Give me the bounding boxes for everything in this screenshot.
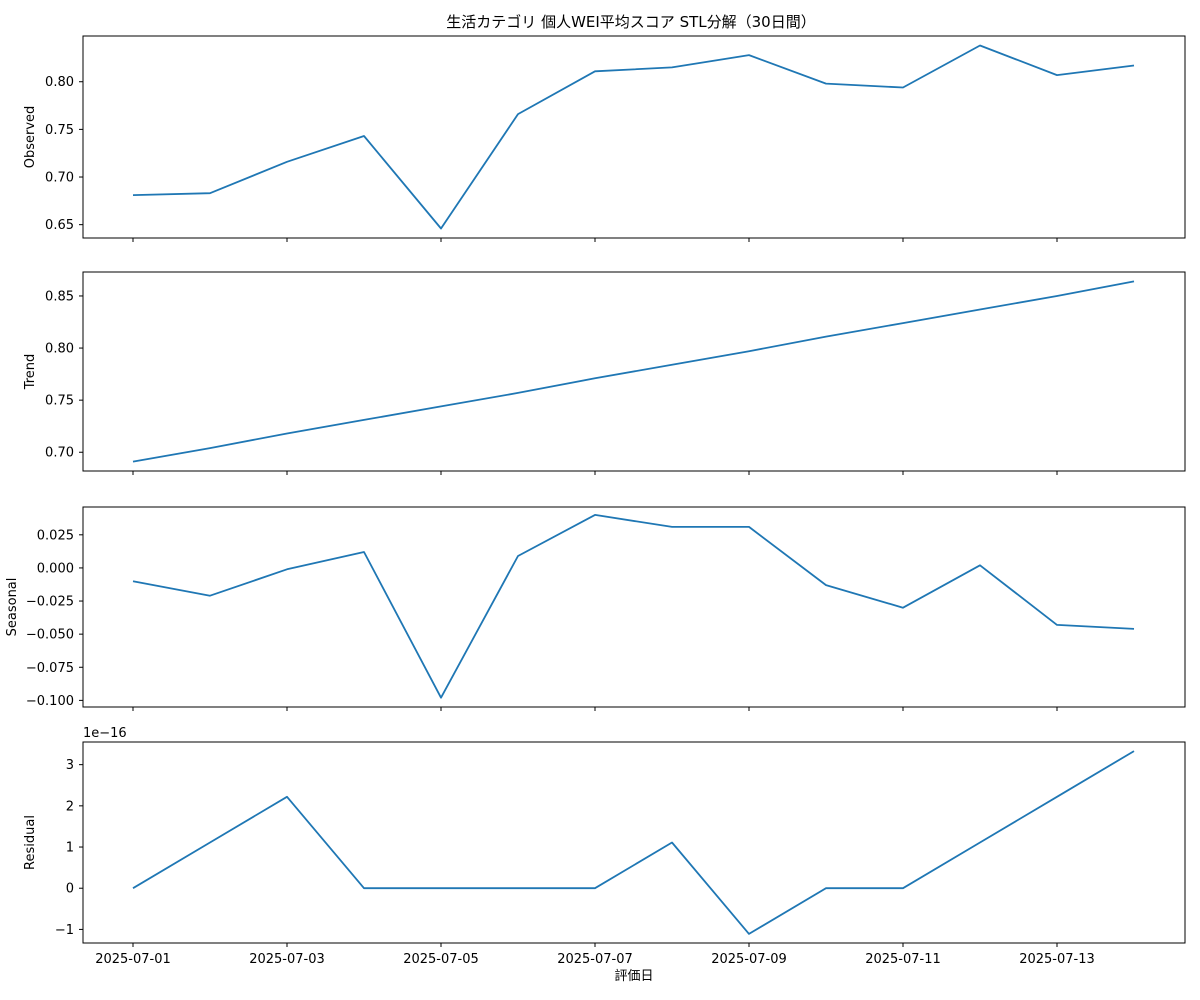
seasonal-y-tick-label: 0.025 — [37, 528, 74, 543]
x-tick-label: 2025-07-03 — [249, 952, 325, 967]
residual-plot-frame — [82, 741, 1186, 944]
observed-plot-frame — [82, 35, 1186, 239]
x-tick-label: 2025-07-09 — [711, 952, 787, 967]
residual-y-tick-label: −1 — [55, 923, 74, 938]
residual-y-axis-label: Residual — [23, 815, 38, 870]
x-tick-label: 2025-07-01 — [95, 952, 171, 967]
residual-y-tick-label: 2 — [66, 799, 74, 814]
residual-y-tick-label: 1 — [66, 841, 74, 856]
residual-offset-label: 1e−16 — [83, 726, 127, 741]
trend-y-tick-label: 0.70 — [45, 446, 74, 461]
trend-plot-frame — [82, 271, 1186, 472]
trend-y-axis-label: Trend — [23, 354, 38, 391]
observed-series-line — [132, 44, 1135, 230]
residual-series-line — [132, 750, 1135, 935]
x-tick-label: 2025-07-13 — [1019, 952, 1095, 967]
seasonal-y-axis-label: Seasonal — [5, 578, 20, 637]
seasonal-y-tick-label: −0.100 — [26, 694, 74, 709]
x-tick-label: 2025-07-07 — [557, 952, 633, 967]
seasonal-y-tick-label: −0.050 — [26, 628, 74, 643]
x-tick-label: 2025-07-11 — [865, 952, 941, 967]
trend-panel: 0.70 0.75 0.80 0.85 Trend — [23, 271, 1186, 475]
seasonal-panel: −0.100 −0.075 −0.050 −0.025 0.000 0.025 Season… — [5, 506, 1186, 711]
trend-series-line — [132, 280, 1135, 463]
seasonal-plot-frame — [82, 506, 1186, 708]
observed-y-axis-label: Observed — [23, 106, 38, 169]
residual-y-tick-label: 0 — [66, 882, 74, 897]
observed-y-tick-label: 0.75 — [45, 123, 74, 138]
chart-title: 生活カテゴリ 個人WEI平均スコア STL分解（30日間） — [446, 13, 815, 31]
trend-y-tick-label: 0.80 — [45, 342, 74, 357]
seasonal-y-tick-label: −0.025 — [26, 595, 74, 610]
trend-y-tick-label: 0.85 — [45, 289, 74, 304]
trend-y-tick-label: 0.75 — [45, 394, 74, 409]
x-tick-label: 2025-07-05 — [403, 952, 479, 967]
observed-panel: 0.65 0.70 0.75 0.80 Observed — [23, 35, 1186, 242]
seasonal-y-tick-label: −0.075 — [26, 661, 74, 676]
residual-panel: −1 0 1 2 3 Residual 1e−16 — [23, 726, 1186, 947]
observed-y-tick-label: 0.65 — [45, 218, 74, 233]
observed-y-tick-label: 0.80 — [45, 75, 74, 90]
observed-y-tick-label: 0.70 — [45, 171, 74, 186]
seasonal-y-tick-label: 0.000 — [37, 561, 74, 576]
seasonal-series-line — [132, 514, 1135, 699]
x-axis-label: 評価日 — [614, 969, 653, 984]
residual-y-tick-label: 3 — [66, 758, 74, 773]
